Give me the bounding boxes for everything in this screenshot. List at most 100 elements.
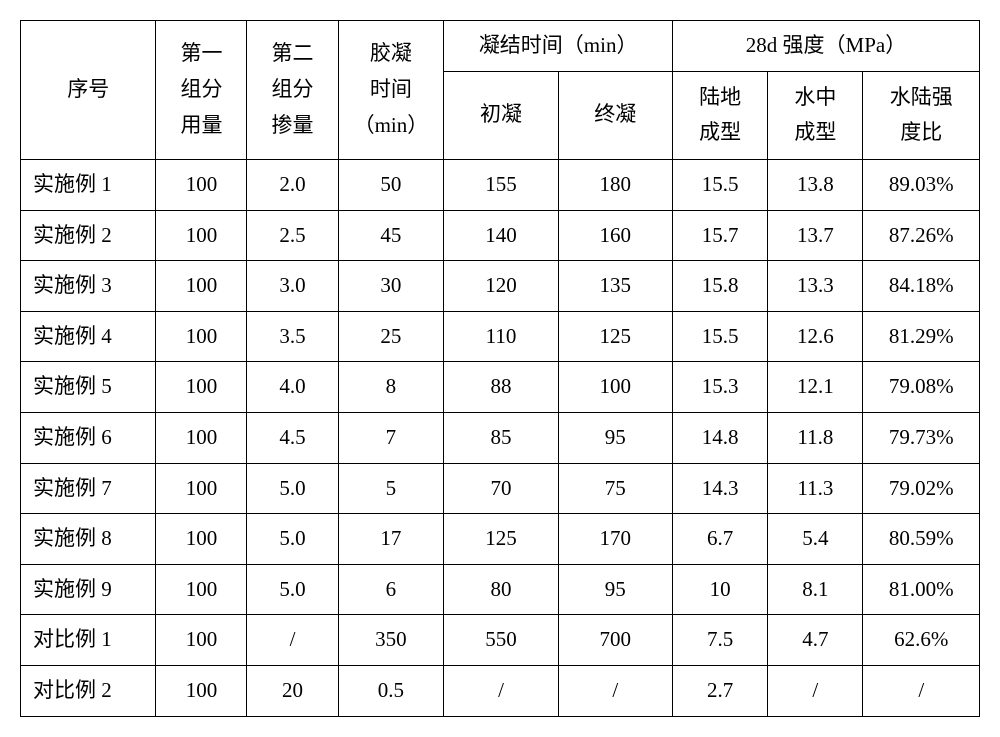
cell-c2: 2.0 — [247, 159, 338, 210]
data-table: 序号 第一组分用量 第二组分掺量 胶凝时间（min） 凝结时间（min） 28d… — [20, 20, 980, 717]
row-label: 实施例 3 — [21, 261, 156, 312]
cell-c1: 100 — [156, 311, 247, 362]
cell-c6: 15.3 — [672, 362, 767, 413]
cell-c6: 15.8 — [672, 261, 767, 312]
row-label: 实施例 5 — [21, 362, 156, 413]
header-col3: 胶凝时间（min） — [338, 21, 444, 160]
cell-c1: 100 — [156, 514, 247, 565]
cell-c3: 6 — [338, 564, 444, 615]
header-col8: 水陆强度比 — [863, 71, 980, 159]
cell-c4: 88 — [444, 362, 558, 413]
cell-c2: 3.5 — [247, 311, 338, 362]
cell-c4: 70 — [444, 463, 558, 514]
cell-c6: 15.7 — [672, 210, 767, 261]
cell-c3: 50 — [338, 159, 444, 210]
cell-c2: 4.5 — [247, 412, 338, 463]
row-label: 实施例 6 — [21, 412, 156, 463]
cell-c7: 11.8 — [768, 412, 863, 463]
cell-c1: 100 — [156, 210, 247, 261]
table-row: 实施例 51004.088810015.312.179.08% — [21, 362, 980, 413]
cell-c3: 8 — [338, 362, 444, 413]
table-row: 实施例 11002.05015518015.513.889.03% — [21, 159, 980, 210]
cell-c2: / — [247, 615, 338, 666]
cell-c8: 89.03% — [863, 159, 980, 210]
cell-c2: 5.0 — [247, 564, 338, 615]
table-row: 对比例 2100200.5//2.7// — [21, 665, 980, 716]
cell-c4: 550 — [444, 615, 558, 666]
cell-c7: 13.3 — [768, 261, 863, 312]
table-row: 实施例 81005.0171251706.75.480.59% — [21, 514, 980, 565]
cell-c5: 700 — [558, 615, 672, 666]
cell-c6: 14.8 — [672, 412, 767, 463]
header-row-1: 序号 第一组分用量 第二组分掺量 胶凝时间（min） 凝结时间（min） 28d… — [21, 21, 980, 72]
cell-c7: 5.4 — [768, 514, 863, 565]
cell-c1: 100 — [156, 261, 247, 312]
cell-c1: 100 — [156, 463, 247, 514]
cell-c1: 100 — [156, 362, 247, 413]
table-row: 实施例 21002.54514016015.713.787.26% — [21, 210, 980, 261]
table-row: 实施例 61004.57859514.811.879.73% — [21, 412, 980, 463]
cell-c8: 79.73% — [863, 412, 980, 463]
cell-c6: 10 — [672, 564, 767, 615]
cell-c8: 79.08% — [863, 362, 980, 413]
row-label: 实施例 9 — [21, 564, 156, 615]
cell-c7: 8.1 — [768, 564, 863, 615]
cell-c4: 155 — [444, 159, 558, 210]
cell-c6: 7.5 — [672, 615, 767, 666]
row-label: 实施例 1 — [21, 159, 156, 210]
header-group2: 28d 强度（MPa） — [672, 21, 979, 72]
cell-c6: 14.3 — [672, 463, 767, 514]
cell-c5: 180 — [558, 159, 672, 210]
cell-c3: 45 — [338, 210, 444, 261]
cell-c7: / — [768, 665, 863, 716]
cell-c1: 100 — [156, 412, 247, 463]
cell-c7: 4.7 — [768, 615, 863, 666]
cell-c2: 2.5 — [247, 210, 338, 261]
cell-c2: 20 — [247, 665, 338, 716]
cell-c6: 6.7 — [672, 514, 767, 565]
cell-c8: 84.18% — [863, 261, 980, 312]
row-label: 实施例 4 — [21, 311, 156, 362]
cell-c1: 100 — [156, 615, 247, 666]
header-col7: 水中成型 — [768, 71, 863, 159]
cell-c5: 95 — [558, 412, 672, 463]
cell-c4: 140 — [444, 210, 558, 261]
cell-c4: 110 — [444, 311, 558, 362]
cell-c7: 12.6 — [768, 311, 863, 362]
cell-c5: 100 — [558, 362, 672, 413]
row-label: 实施例 2 — [21, 210, 156, 261]
cell-c8: 62.6% — [863, 615, 980, 666]
row-label: 实施例 7 — [21, 463, 156, 514]
header-col2: 第二组分掺量 — [247, 21, 338, 160]
cell-c5: 160 — [558, 210, 672, 261]
header-label: 序号 — [21, 21, 156, 160]
cell-c7: 12.1 — [768, 362, 863, 413]
cell-c4: 85 — [444, 412, 558, 463]
table-row: 实施例 31003.03012013515.813.384.18% — [21, 261, 980, 312]
cell-c8: 81.29% — [863, 311, 980, 362]
cell-c2: 4.0 — [247, 362, 338, 413]
cell-c1: 100 — [156, 564, 247, 615]
cell-c8: 87.26% — [863, 210, 980, 261]
cell-c3: 7 — [338, 412, 444, 463]
cell-c3: 17 — [338, 514, 444, 565]
cell-c7: 13.8 — [768, 159, 863, 210]
cell-c3: 350 — [338, 615, 444, 666]
header-col6: 陆地成型 — [672, 71, 767, 159]
cell-c4: 80 — [444, 564, 558, 615]
cell-c1: 100 — [156, 665, 247, 716]
cell-c3: 30 — [338, 261, 444, 312]
cell-c7: 13.7 — [768, 210, 863, 261]
cell-c4: / — [444, 665, 558, 716]
table-row: 对比例 1100/3505507007.54.762.6% — [21, 615, 980, 666]
cell-c8: 80.59% — [863, 514, 980, 565]
header-group1: 凝结时间（min） — [444, 21, 673, 72]
cell-c7: 11.3 — [768, 463, 863, 514]
header-col5: 终凝 — [558, 71, 672, 159]
cell-c4: 125 — [444, 514, 558, 565]
cell-c2: 5.0 — [247, 514, 338, 565]
header-col4: 初凝 — [444, 71, 558, 159]
cell-c5: 95 — [558, 564, 672, 615]
cell-c3: 5 — [338, 463, 444, 514]
row-label: 实施例 8 — [21, 514, 156, 565]
